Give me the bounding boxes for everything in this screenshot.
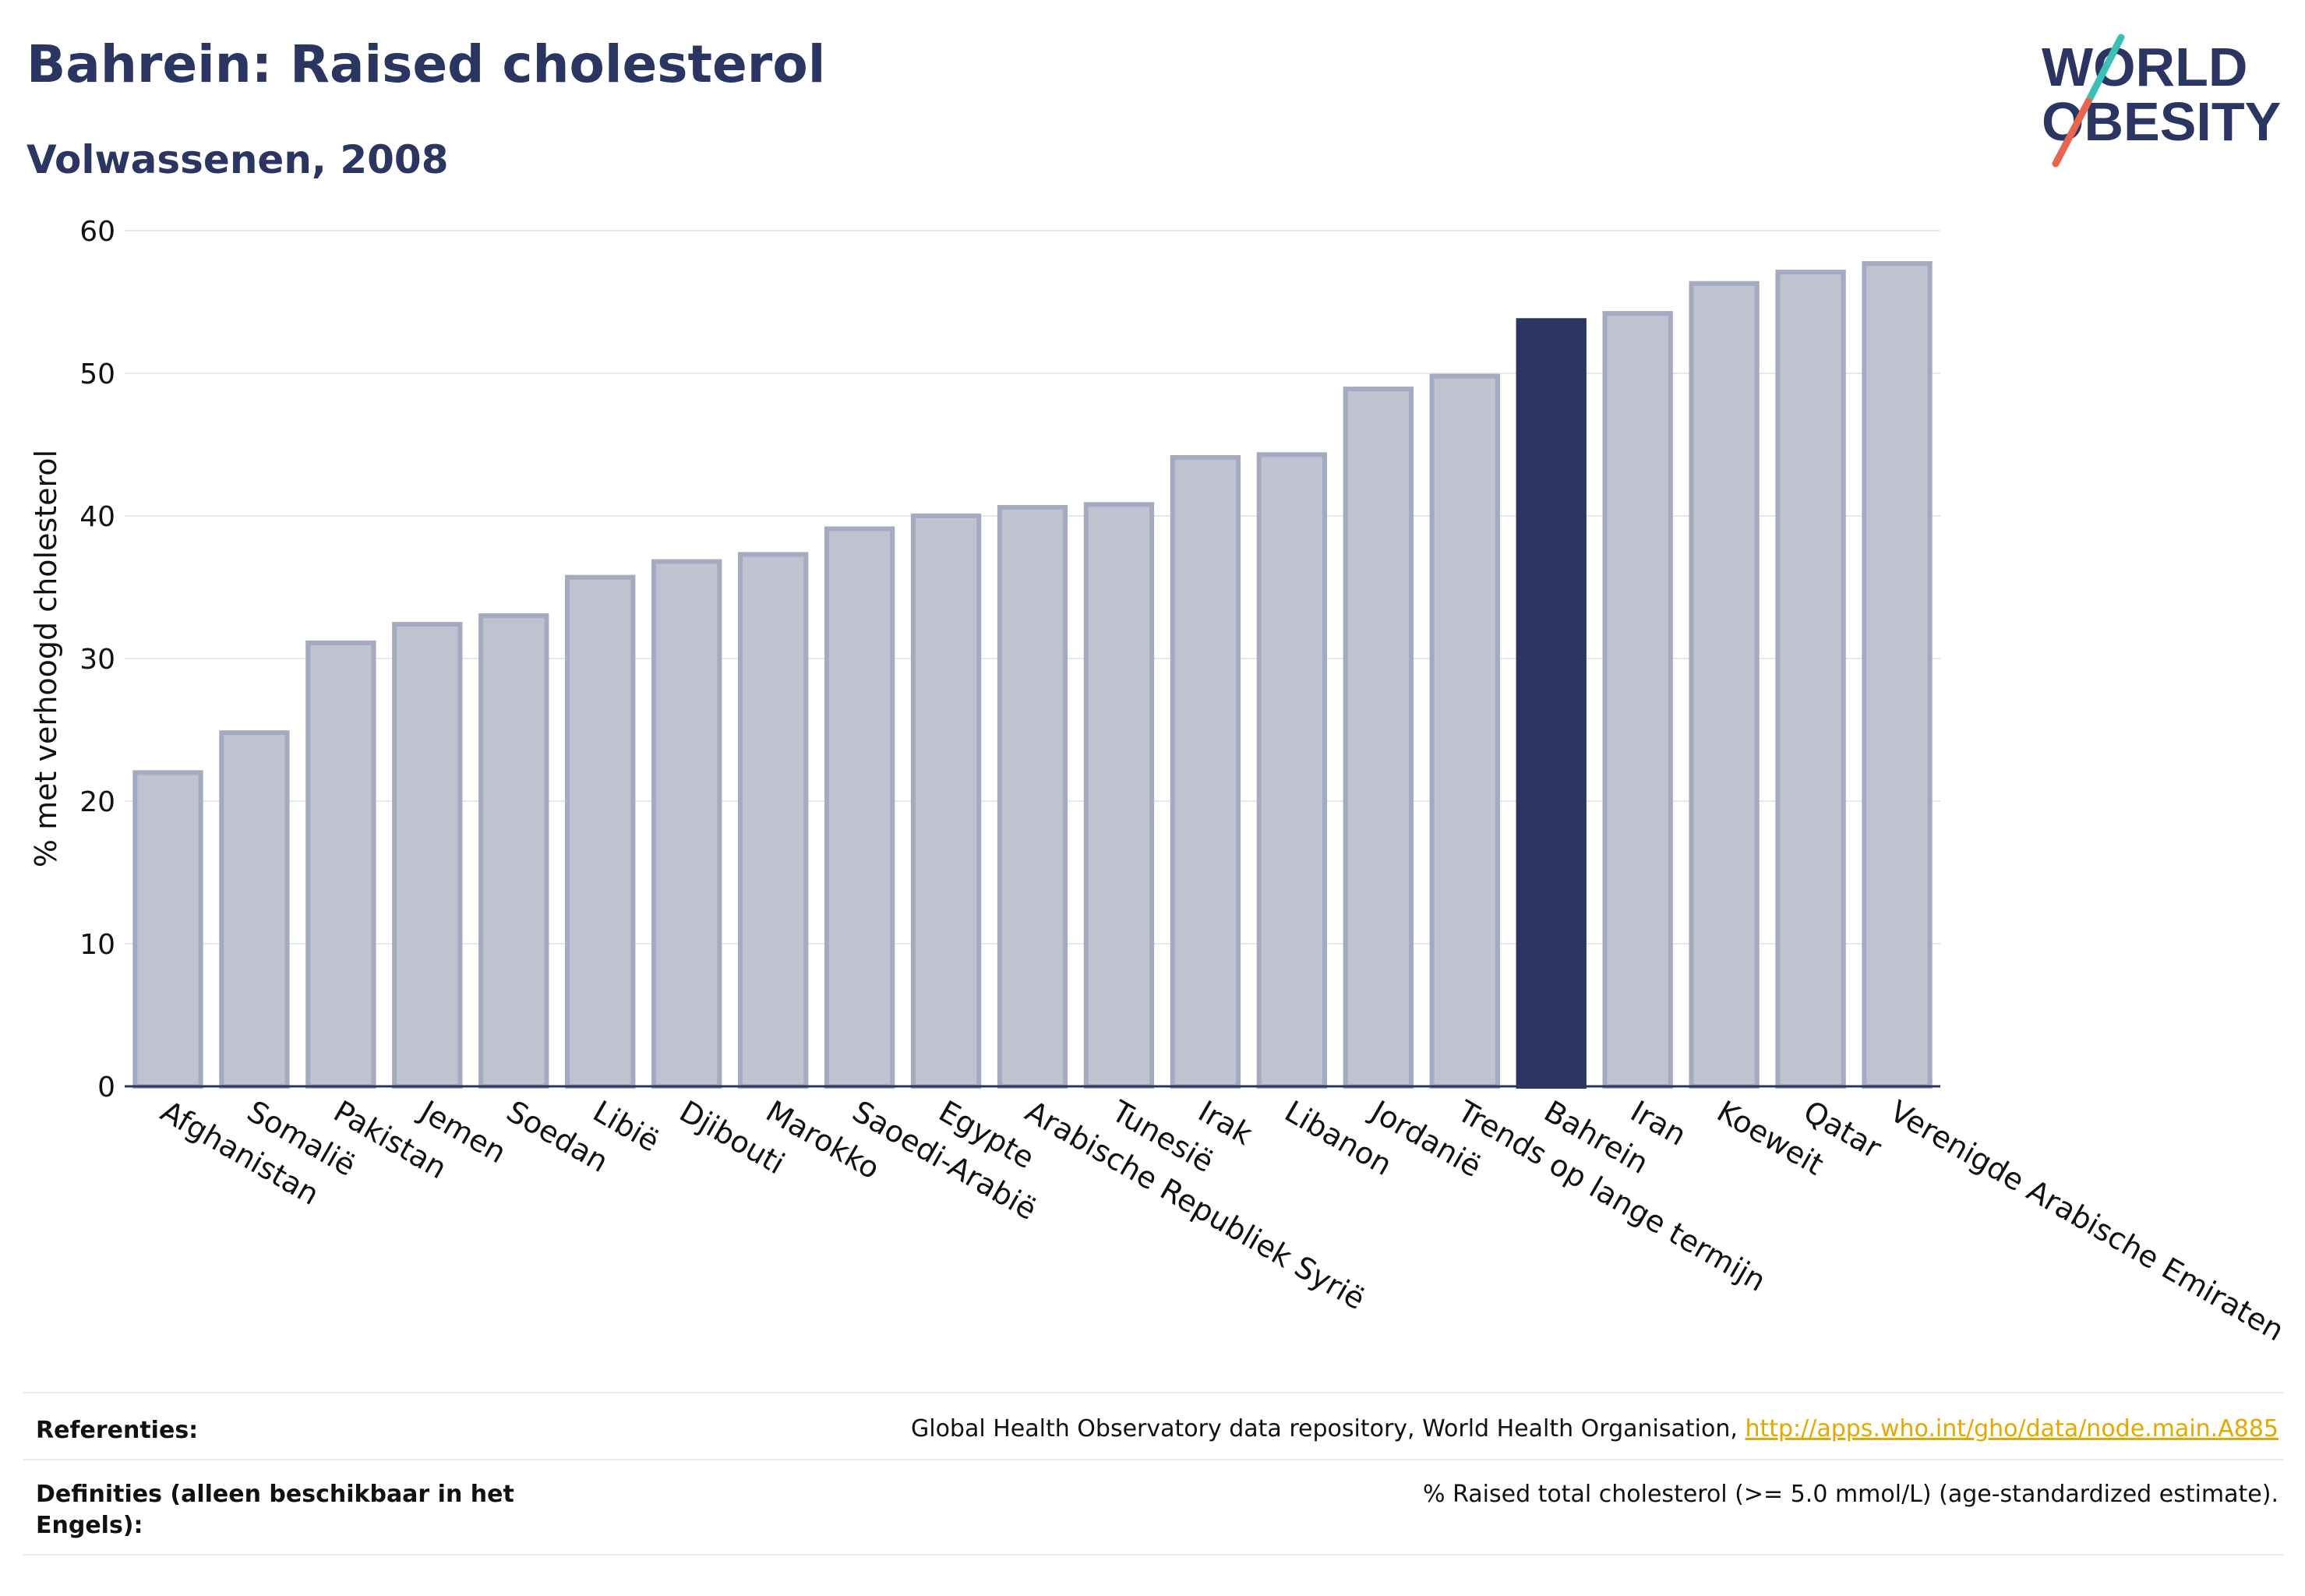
bar-tunesi- xyxy=(1083,502,1155,1089)
y-axis-label: % met verhoogd cholesterol xyxy=(29,450,63,867)
y-tick-label: 0 xyxy=(97,1072,115,1103)
definitions-value: % Raised total cholesterol (>= 5.0 mmol/… xyxy=(1423,1481,2279,1508)
x-tick-label: Verenigde Arabische Emiraten xyxy=(1884,1094,2289,1348)
logo-slash-red xyxy=(2052,97,2092,168)
bar-koeweit xyxy=(1689,281,1760,1089)
bar-libi- xyxy=(565,574,636,1089)
y-tick-label: 60 xyxy=(79,216,115,248)
references-value: Global Health Observatory data repositor… xyxy=(911,1415,2279,1442)
y-tick-label: 10 xyxy=(79,929,115,961)
bar-bahrein xyxy=(1516,318,1587,1089)
y-tick-label: 50 xyxy=(79,358,115,390)
bar-arabische-republiek-syri- xyxy=(997,505,1068,1089)
bar-jemen xyxy=(392,622,463,1089)
chart-title: Bahrein: Raised cholesterol xyxy=(26,34,826,94)
bar-libanon xyxy=(1256,452,1328,1089)
bar-irak xyxy=(1170,454,1241,1089)
bar-djibouti xyxy=(651,559,722,1089)
world-obesity-logo: WORLD OBESITY xyxy=(2042,34,2281,168)
bar-qatar xyxy=(1775,270,1846,1089)
references-link[interactable]: http://apps.who.int/gho/data/node.main.A… xyxy=(1745,1415,2279,1442)
bar-jordani- xyxy=(1343,387,1414,1089)
definitions-label: Definities (alleen beschikbaar in het En… xyxy=(36,1481,514,1539)
bar-marokko xyxy=(737,552,809,1089)
references-text: Global Health Observatory data repositor… xyxy=(911,1415,1738,1442)
footer-divider-top xyxy=(23,1392,2283,1393)
chart-subtitle: Volwassenen, 2008 xyxy=(26,137,449,182)
bar-pakistan xyxy=(305,640,376,1089)
bar-trends-op-lange-termijn xyxy=(1429,373,1500,1089)
bar-iran xyxy=(1602,311,1673,1089)
y-tick-label: 30 xyxy=(79,644,115,676)
bar-verenigde-arabische-emiraten xyxy=(1862,261,1933,1089)
bar-somali- xyxy=(219,730,290,1089)
logo-slash-teal xyxy=(2084,34,2125,105)
references-label: Referenties: xyxy=(36,1417,199,1444)
bar-saoedi-arabi- xyxy=(824,526,895,1089)
y-tick-label: 20 xyxy=(79,786,115,818)
logo-text-world: WORLD xyxy=(2042,37,2247,97)
bar-afghanistan xyxy=(132,770,203,1089)
y-tick-label: 40 xyxy=(79,501,115,533)
footer-divider-middle xyxy=(23,1459,2283,1460)
bar-egypte xyxy=(910,514,982,1089)
bar-soedan xyxy=(478,613,549,1089)
footer-divider-bottom xyxy=(23,1554,2283,1555)
